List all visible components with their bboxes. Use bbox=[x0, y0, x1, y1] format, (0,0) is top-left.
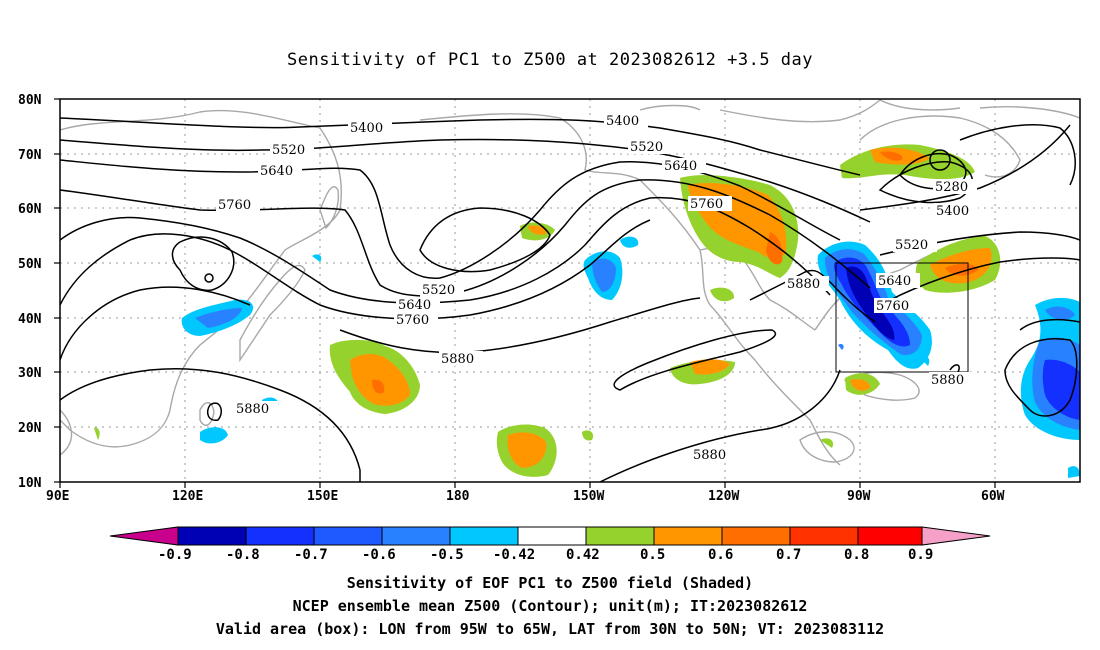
svg-text:5880: 5880 bbox=[236, 402, 269, 417]
svg-text:-0.8: -0.8 bbox=[226, 547, 260, 563]
svg-text:0.8: 0.8 bbox=[844, 547, 869, 563]
axis-ticks bbox=[54, 98, 996, 488]
svg-text:0.42: 0.42 bbox=[566, 547, 600, 563]
lat-label-80n: 80N bbox=[18, 93, 42, 108]
svg-text:5640: 5640 bbox=[878, 274, 911, 289]
svg-text:5760: 5760 bbox=[218, 198, 251, 213]
lat-label-10n: 10N bbox=[18, 476, 42, 491]
lon-label-90e: 90E bbox=[46, 489, 69, 504]
caption-shading: Sensitivity of EOF PC1 to Z500 field (Sh… bbox=[346, 574, 754, 592]
svg-text:5640: 5640 bbox=[260, 164, 293, 179]
svg-text:5640: 5640 bbox=[398, 298, 431, 313]
z500-contours bbox=[60, 117, 1080, 482]
lon-tick-labels: 90E 120E 150E 180 150W 120W 90W 60W bbox=[46, 489, 1005, 504]
svg-text:5880: 5880 bbox=[441, 352, 474, 367]
lat-label-70n: 70N bbox=[18, 148, 42, 163]
lon-label-180: 180 bbox=[446, 489, 470, 504]
contour-labels: 5400 5400 5520 5520 5640 5640 5760 5760 … bbox=[216, 113, 978, 463]
svg-text:5760: 5760 bbox=[876, 299, 909, 314]
svg-text:5520: 5520 bbox=[895, 238, 928, 253]
svg-text:-0.42: -0.42 bbox=[493, 547, 535, 563]
svg-text:5400: 5400 bbox=[606, 114, 639, 129]
lat-label-60n: 60N bbox=[18, 202, 42, 217]
lon-label-150w: 150W bbox=[573, 489, 604, 504]
lat-label-40n: 40N bbox=[18, 312, 42, 327]
colorbar-high-arrow bbox=[921, 526, 991, 546]
svg-text:5280: 5280 bbox=[935, 180, 968, 195]
lat-label-20n: 20N bbox=[18, 421, 42, 436]
colorbar-tick-labels: -0.9 -0.8 -0.7 -0.6 -0.5 -0.42 0.42 0.5 … bbox=[158, 547, 933, 563]
svg-text:0.6: 0.6 bbox=[708, 547, 733, 563]
svg-text:5520: 5520 bbox=[422, 283, 455, 298]
svg-text:5400: 5400 bbox=[350, 121, 383, 136]
caption-valid-area: Valid area (box): LON from 95W to 65W, L… bbox=[215, 620, 885, 638]
svg-text:5880: 5880 bbox=[787, 277, 820, 292]
lon-label-90w: 90W bbox=[847, 489, 871, 504]
svg-text:5640: 5640 bbox=[664, 159, 697, 174]
svg-text:5760: 5760 bbox=[690, 197, 723, 212]
svg-text:0.9: 0.9 bbox=[908, 547, 933, 563]
valid-area-box bbox=[835, 262, 969, 373]
lat-label-30n: 30N bbox=[18, 366, 42, 381]
lon-label-120w: 120W bbox=[708, 489, 739, 504]
lon-label-120e: 120E bbox=[172, 489, 203, 504]
plot-title: Sensitivity of PC1 to Z500 at 2023082612… bbox=[286, 50, 813, 70]
svg-text:-0.9: -0.9 bbox=[158, 547, 192, 563]
lon-label-60w: 60W bbox=[981, 489, 1005, 504]
lat-tick-labels: 80N 70N 60N 50N 40N 30N 20N 10N bbox=[18, 93, 42, 491]
svg-text:5760: 5760 bbox=[396, 313, 429, 328]
svg-text:5880: 5880 bbox=[931, 373, 964, 388]
lat-label-50n: 50N bbox=[18, 257, 42, 272]
svg-text:-0.6: -0.6 bbox=[362, 547, 396, 563]
svg-text:-0.7: -0.7 bbox=[294, 547, 328, 563]
caption-contour: NCEP ensemble mean Z500 (Contour); unit(… bbox=[292, 597, 808, 615]
svg-text:0.7: 0.7 bbox=[776, 547, 801, 563]
lon-label-150e: 150E bbox=[307, 489, 338, 504]
svg-text:-0.5: -0.5 bbox=[430, 547, 464, 563]
svg-text:5880: 5880 bbox=[693, 448, 726, 463]
svg-text:5520: 5520 bbox=[272, 143, 305, 158]
colorbar bbox=[109, 526, 991, 546]
coastlines bbox=[60, 99, 1080, 466]
map-frame bbox=[59, 98, 1081, 483]
svg-text:5520: 5520 bbox=[630, 140, 663, 155]
svg-text:5400: 5400 bbox=[936, 204, 969, 219]
svg-text:0.5: 0.5 bbox=[640, 547, 665, 563]
colorbar-low-arrow bbox=[109, 526, 179, 546]
